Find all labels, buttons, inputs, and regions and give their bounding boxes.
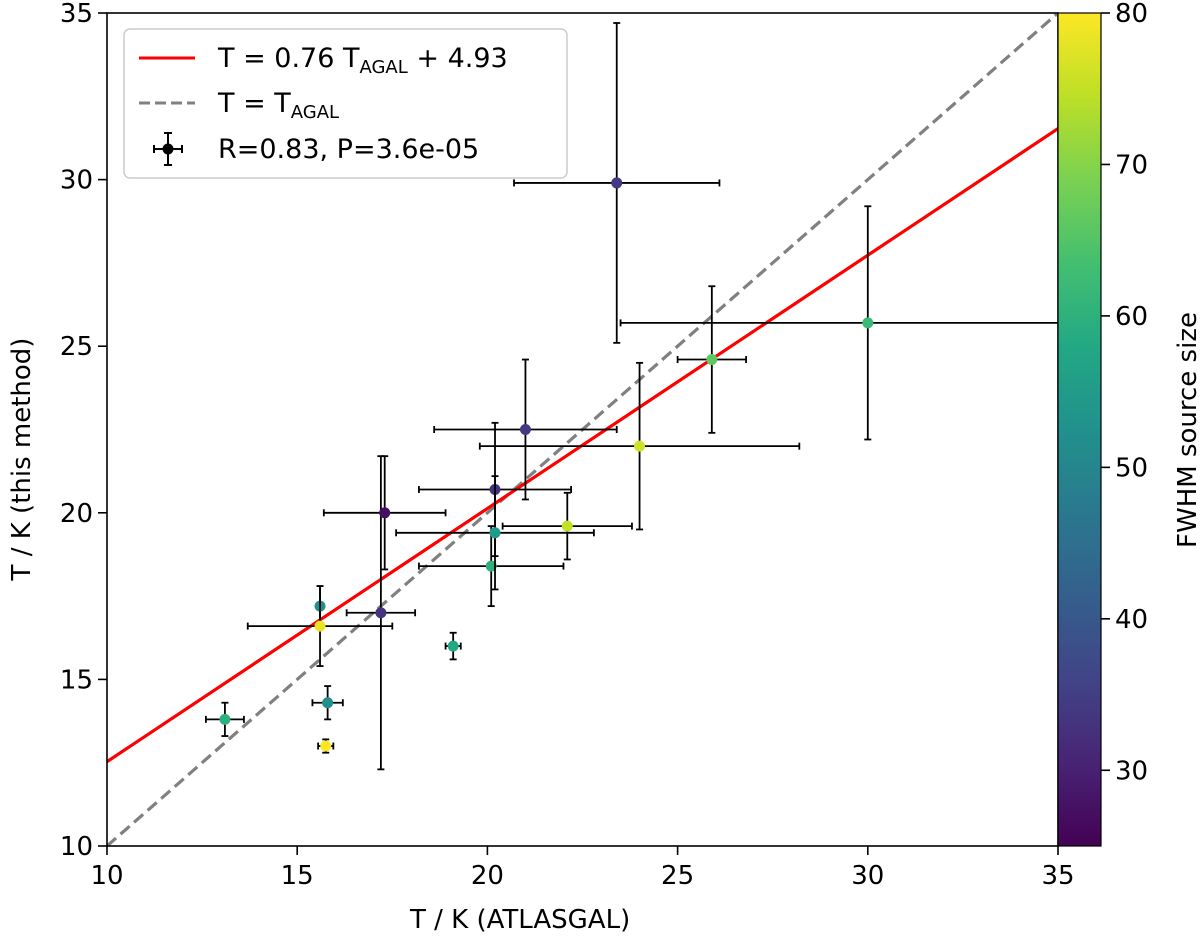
- point-marker: [375, 607, 387, 619]
- data-point: [513, 22, 721, 344]
- point-marker: [706, 354, 718, 366]
- legend-fit-label: T = 0.76 TAGAL + 4.93: [217, 43, 508, 78]
- colorbar: [1057, 12, 1102, 847]
- data-point: [501, 491, 633, 561]
- legend-errorbar-marker: [153, 132, 183, 166]
- point-marker: [519, 424, 531, 435]
- y-tick-label: 25: [60, 332, 93, 362]
- point-marker: [634, 440, 646, 452]
- legend-stats-label: R=0.83, P=3.6e-05: [218, 134, 479, 165]
- y-tick-label: 20: [60, 499, 93, 529]
- y-tick-label: 15: [60, 665, 93, 695]
- data-point: [345, 455, 417, 771]
- point-marker: [322, 697, 334, 709]
- colorbar-tick-label: 80: [1115, 0, 1148, 29]
- legend-identity-label: T = TAGAL: [217, 88, 339, 123]
- data-point: [311, 685, 344, 721]
- x-axis-label: T / K (ATLASGAL): [409, 905, 630, 935]
- point-marker: [485, 560, 497, 572]
- point-marker: [314, 620, 326, 632]
- legend: T = 0.76 TAGAL + 4.93 T = TAGAL R=0.83, …: [123, 28, 568, 179]
- y-tick-label: 30: [60, 166, 93, 196]
- data-point: [478, 361, 801, 531]
- data-point: [418, 525, 565, 607]
- y-tick-label: 10: [60, 832, 93, 862]
- data-point: [433, 358, 618, 501]
- point-marker: [611, 177, 623, 189]
- x-tick-label: 25: [661, 861, 694, 891]
- point-marker: [447, 640, 459, 652]
- legend-box: [123, 28, 568, 179]
- point-marker: [379, 507, 391, 519]
- x-tick-label: 20: [471, 861, 504, 891]
- colorbar-tick-label: 30: [1115, 756, 1148, 786]
- x-tick-label: 30: [851, 861, 884, 891]
- y-tick-label: 35: [60, 0, 93, 29]
- data-point: [322, 455, 447, 571]
- x-tick-label: 15: [281, 861, 314, 891]
- point-marker: [219, 713, 231, 725]
- colorbar-tick-label: 40: [1115, 605, 1148, 635]
- data-point: [205, 701, 245, 737]
- data-point: [676, 285, 747, 434]
- data-point: [619, 205, 1058, 441]
- data-point: [246, 585, 394, 667]
- point-marker: [320, 740, 332, 752]
- colorbar-tick-label: 70: [1115, 150, 1148, 180]
- point-marker: [489, 527, 501, 539]
- data-point: [444, 631, 462, 661]
- point-marker: [862, 317, 874, 329]
- point-marker: [561, 520, 573, 532]
- fit-line: [107, 127, 1058, 764]
- x-tick-label: 10: [90, 861, 123, 891]
- data-point: [317, 738, 335, 754]
- colorbar-tick-label: 50: [1115, 453, 1148, 483]
- x-tick-label: 35: [1041, 861, 1074, 891]
- colorbar-tick-label: 60: [1115, 302, 1148, 332]
- colorbar-label: FWHM source size: [1173, 312, 1200, 548]
- y-axis-label: T / K (this method): [7, 338, 37, 582]
- data-point: [395, 475, 595, 591]
